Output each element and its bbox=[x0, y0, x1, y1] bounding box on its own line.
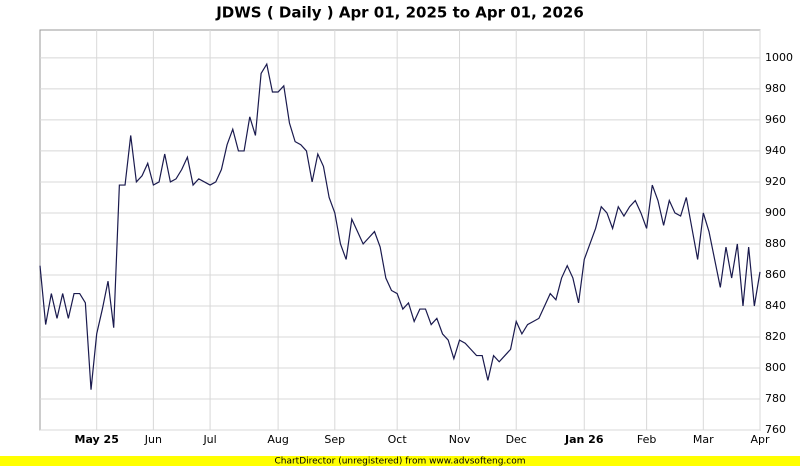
x-tick-label: Sep bbox=[324, 433, 345, 446]
y-tick-label: 1000 bbox=[765, 51, 793, 64]
y-tick-label: 820 bbox=[765, 330, 786, 343]
x-tick-label: Jul bbox=[202, 433, 216, 446]
y-tick-label: 860 bbox=[765, 268, 786, 281]
x-tick-label: Apr bbox=[750, 433, 770, 446]
x-tick-label: May 25 bbox=[75, 433, 119, 446]
y-tick-label: 920 bbox=[765, 175, 786, 188]
y-tick-label: 980 bbox=[765, 82, 786, 95]
y-tick-label: 760 bbox=[765, 423, 786, 436]
y-tick-label: 940 bbox=[765, 144, 786, 157]
x-tick-label: Feb bbox=[637, 433, 656, 446]
x-tick-label: Jan 26 bbox=[564, 433, 604, 446]
plot-area bbox=[39, 29, 761, 431]
x-tick-label: Oct bbox=[388, 433, 408, 446]
chart-title: JDWS ( Daily ) Apr 01, 2025 to Apr 01, 2… bbox=[215, 4, 584, 22]
y-tick-label: 960 bbox=[765, 113, 786, 126]
y-tick-label: 840 bbox=[765, 299, 786, 312]
footer: ChartDirector (unregistered) from www.ad… bbox=[274, 457, 525, 466]
y-tick-label: 800 bbox=[765, 361, 786, 374]
x-tick-label: Nov bbox=[449, 433, 471, 446]
y-tick-label: 880 bbox=[765, 237, 786, 250]
y-tick-label: 780 bbox=[765, 392, 786, 405]
x-tick-label: Jun bbox=[144, 433, 162, 446]
x-tick-label: Aug bbox=[267, 433, 288, 446]
footer-bar bbox=[0, 456, 800, 466]
price-line bbox=[39, 62, 761, 390]
x-tick-label: Dec bbox=[506, 433, 527, 446]
y-tick-label: 900 bbox=[765, 206, 786, 219]
x-tick-label: Mar bbox=[693, 433, 714, 446]
